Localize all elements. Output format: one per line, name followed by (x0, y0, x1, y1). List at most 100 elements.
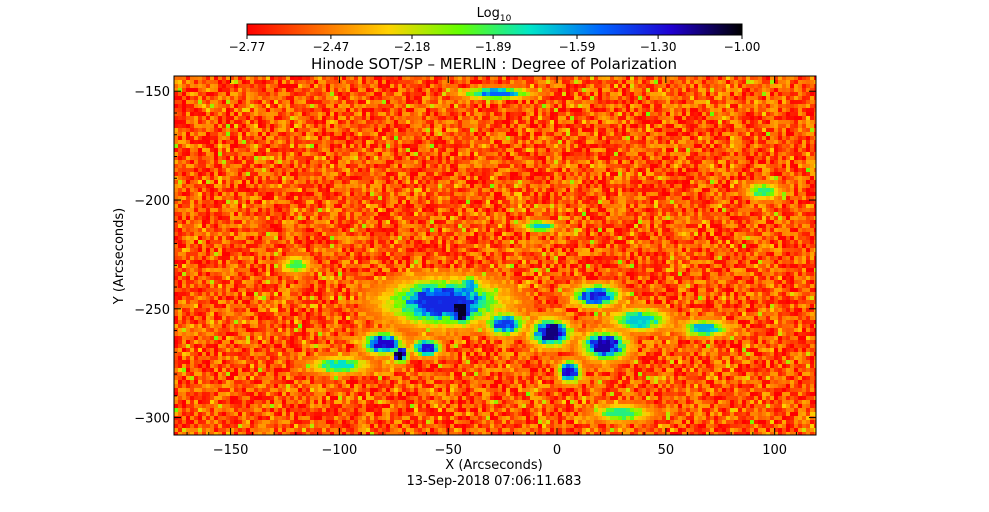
heatmap-cell (574, 156, 578, 160)
heatmap-cell (562, 152, 566, 156)
heatmap-cell (778, 80, 782, 84)
heatmap-cell (494, 184, 498, 188)
heatmap-cell (306, 168, 310, 172)
heatmap-cell (618, 128, 622, 132)
heatmap-cell (646, 88, 650, 92)
heatmap-cell (686, 104, 690, 108)
heatmap-cell (198, 116, 202, 120)
heatmap-cell (446, 120, 450, 124)
heatmap-cell (554, 156, 558, 160)
heatmap-cell (234, 152, 238, 156)
heatmap-cell (210, 132, 214, 136)
heatmap-cell (730, 196, 734, 200)
heatmap-cell (358, 136, 362, 140)
heatmap-cell (622, 188, 626, 192)
heatmap-cell (242, 92, 246, 96)
heatmap-cell (330, 136, 334, 140)
heatmap-cell (610, 192, 614, 196)
heatmap-cell (222, 140, 226, 144)
heatmap-cell (738, 144, 742, 148)
heatmap-cell (646, 100, 650, 104)
heatmap-cell (262, 188, 266, 192)
heatmap-cell (626, 116, 630, 120)
heatmap-cell (270, 92, 274, 96)
heatmap-cell (706, 80, 710, 84)
heatmap-cell (442, 168, 446, 172)
heatmap-cell (470, 100, 474, 104)
heatmap-cell (598, 140, 602, 144)
heatmap-cell (690, 196, 694, 200)
heatmap-cell (194, 184, 198, 188)
heatmap-cell (758, 144, 762, 148)
heatmap-cell (646, 116, 650, 120)
heatmap-cell (442, 132, 446, 136)
heatmap-cell (430, 96, 434, 100)
heatmap-cell (738, 156, 742, 160)
heatmap-cell (746, 120, 750, 124)
heatmap-cell (614, 88, 618, 92)
heatmap-cell (550, 128, 554, 132)
heatmap-cell (350, 156, 354, 160)
heatmap-cell (718, 144, 722, 148)
heatmap-cell (366, 108, 370, 112)
colorbar-tick-label: −2.18 (394, 40, 431, 54)
heatmap-cell (706, 164, 710, 168)
heatmap-cell (210, 120, 214, 124)
heatmap-cell (182, 84, 186, 88)
heatmap-cell (462, 160, 466, 164)
heatmap-cell (402, 160, 406, 164)
heatmap-cell (498, 172, 502, 176)
heatmap-cell (638, 84, 642, 88)
heatmap-cell (454, 96, 458, 100)
heatmap-cell (502, 176, 506, 180)
heatmap-cell (802, 132, 806, 136)
heatmap-cell (702, 88, 706, 92)
heatmap-cell (306, 128, 310, 132)
heatmap-cell (338, 172, 342, 176)
heatmap-cell (286, 140, 290, 144)
heatmap-cell (398, 168, 402, 172)
heatmap-cell (474, 88, 478, 92)
heatmap-cell (330, 144, 334, 148)
heatmap-cell (506, 96, 510, 100)
heatmap-cell (410, 140, 414, 144)
heatmap-cell (254, 184, 258, 188)
heatmap-cell (230, 112, 234, 116)
heatmap-cell (562, 168, 566, 172)
heatmap-cell (746, 176, 750, 180)
heatmap-cell (306, 180, 310, 184)
heatmap-cell (498, 192, 502, 196)
heatmap-cell (242, 156, 246, 160)
heatmap-cell (474, 160, 478, 164)
heatmap-cell (426, 184, 430, 188)
heatmap-cell (510, 124, 514, 128)
heatmap-cell (466, 180, 470, 184)
heatmap-cell (530, 164, 534, 168)
heatmap-cell (222, 180, 226, 184)
heatmap-cell (806, 76, 810, 80)
heatmap-cell (346, 132, 350, 136)
heatmap-cell (638, 124, 642, 128)
heatmap-cell (490, 108, 494, 112)
heatmap-cell (398, 104, 402, 108)
heatmap-cell (522, 144, 526, 148)
heatmap-cell (614, 156, 618, 160)
heatmap-cell (774, 116, 778, 120)
heatmap-cell (694, 100, 698, 104)
heatmap-cell (198, 148, 202, 152)
heatmap-cell (578, 164, 582, 168)
heatmap-cell (178, 76, 182, 80)
heatmap-cell (538, 136, 542, 140)
heatmap-cell (442, 80, 446, 84)
heatmap-cell (490, 100, 494, 104)
heatmap-cell (618, 124, 622, 128)
heatmap-cell (418, 128, 422, 132)
heatmap-cell (490, 116, 494, 120)
heatmap-cell (542, 144, 546, 148)
heatmap-cell (378, 104, 382, 108)
heatmap-cell (494, 120, 498, 124)
heatmap-cell (694, 124, 698, 128)
heatmap-cell (746, 168, 750, 172)
heatmap-cell (486, 104, 490, 108)
heatmap-cell (278, 136, 282, 140)
